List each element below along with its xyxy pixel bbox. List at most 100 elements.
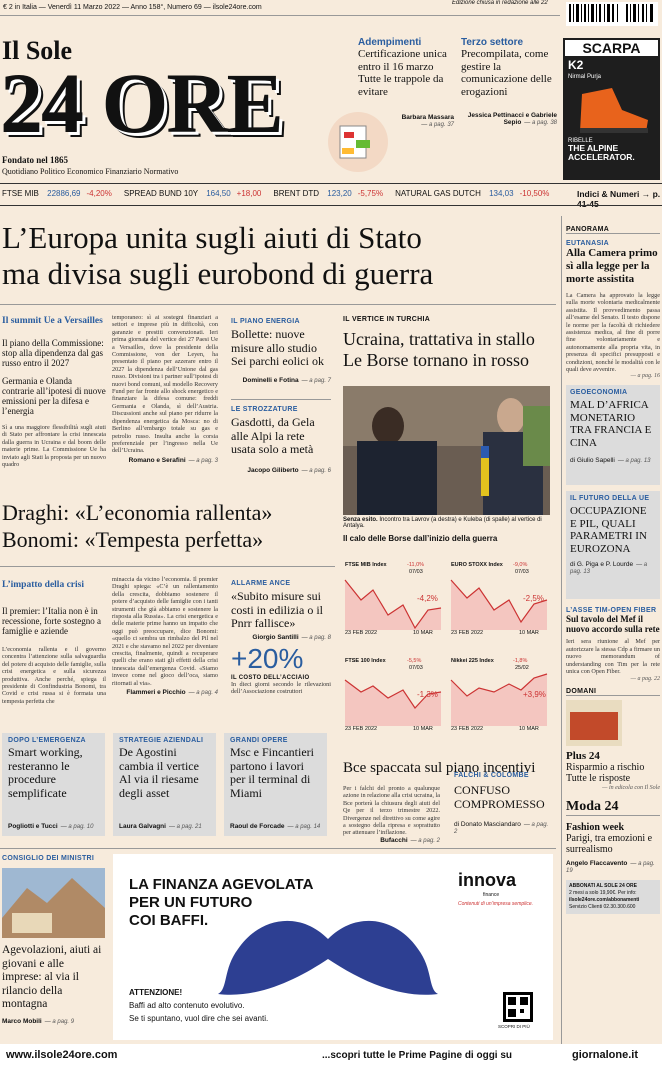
byline: Marco Mobili — a pag. 9 — [2, 1018, 106, 1025]
summary: Il premier: l’Italia non è in recessione… — [2, 606, 101, 636]
name: Moda 24 — [566, 799, 660, 816]
barcode — [566, 2, 658, 26]
page-ref: — a pag. 9 — [44, 1018, 75, 1025]
ad-line: PER UN FUTURO — [129, 894, 253, 911]
market-change: -10,50% — [519, 189, 550, 198]
sidebar: PANORAMA EUTANASIA Alla Camera primo sì … — [566, 226, 660, 914]
founded: Fondato nel 1865 — [2, 155, 69, 165]
panel-last: -4,2% — [417, 594, 438, 603]
byline-name: Romano e Serafini — [128, 456, 186, 464]
panel-end: 10 MAR — [519, 726, 539, 732]
page-ref: — a pag. 10 — [60, 824, 94, 830]
sparkline — [450, 579, 548, 630]
byline-name: Laura Galvagni — [119, 823, 166, 830]
title: Bollette: nuove misure allo studio Sei p… — [231, 327, 324, 368]
sparkline-area — [451, 674, 547, 726]
qr-code — [503, 992, 533, 1022]
grey-box: IL FUTURO DELLA UE OCCUPAZIONE E PIL, QU… — [566, 491, 660, 600]
ad-text: Se ti spuntano, vuol dire che sei avanti… — [129, 1014, 269, 1023]
subscribe-title: ABBONATI AL SOLE 24 ORE — [569, 882, 637, 889]
plus24-cover — [566, 699, 622, 746]
subscribe-line: Servizio Clienti 02.30.300.600 — [569, 903, 636, 910]
divider — [561, 216, 562, 1046]
crisis: L’impatto della crisi Il premier: l’Ital… — [2, 580, 106, 705]
sparkline-area — [345, 680, 441, 726]
page-ref: — in edicola con Il Sole — [602, 784, 660, 791]
panel-low-date: 07/03 — [409, 665, 423, 671]
market-value: 134,03 — [489, 189, 514, 198]
lead: IL VERTICE IN TURCHIA Ucraina, trattativ… — [343, 316, 551, 371]
energy: IL PIANO ENERGIA Bollette: nuove misure … — [231, 318, 331, 384]
kicker: Il summit Ue a Versailles — [2, 316, 103, 326]
ad-attention: ATTENZIONE! — [129, 988, 183, 997]
market-item: NATURAL GAS DUTCH 134,03 -10,50% — [395, 189, 549, 198]
page-ref: — a pag. 16 — [630, 373, 660, 380]
teaser-text: Certificazione unica entro il 16 marzo T… — [358, 48, 447, 98]
ad-model: K2 — [568, 58, 584, 72]
title: MAL D’AFRICA MONETARIO TRA FRANCIA E CIN… — [570, 399, 652, 449]
panel-low: -11,0% — [407, 562, 425, 568]
market-bar: FTSE MIB 22886,69 -4,20% SPREAD BUND 10Y 1… — [2, 189, 549, 198]
ad-text: Baffi ad alto contenuto evolutivo. — [129, 1001, 245, 1010]
main-headline: L’Europa unita sugli aiuti di Stato ma di… — [2, 220, 557, 292]
ad-brand: SCARPA — [565, 40, 658, 56]
panel-name: FTSE MIB Index — [345, 562, 387, 568]
subscribe-line: 2 mesi a solo 19,90€. Per info: — [569, 889, 637, 896]
byline: di Donato Masciandaro — a pag. 2 — [454, 821, 552, 835]
lead-photo — [343, 386, 550, 515]
title: Ucraina, trattativa in stallo Le Borse t… — [343, 329, 535, 370]
masthead-main: 24 ORE — [0, 55, 284, 151]
page-ref: — a pag. 2 — [410, 837, 440, 844]
byline: di Giulio Sapelli — a pag. 13 — [570, 457, 656, 464]
byline: Giorgio Santilli — a pag. 8 — [231, 634, 331, 641]
title: OCCUPAZIONE E PIL, QUALI PARAMETRI IN EU… — [570, 505, 647, 555]
bce: Per i falchi del pronto a qualunque azio… — [343, 785, 440, 844]
ad-athlete: Nirmal Purja — [568, 74, 602, 80]
teaser: Terzo settore Precompilata, come gestire… — [461, 37, 557, 126]
kicker: DOPO L’EMERGENZA — [8, 737, 86, 744]
top-ad: SCARPA K2 Nirmal Purja RIBELLE THE ALPIN… — [563, 38, 660, 180]
title: Alla Camera primo sì alla legge per la m… — [566, 247, 658, 285]
footer-brand: giornalone.it — [572, 1049, 638, 1061]
kicker: CONSIGLIO DEI MINISTRI — [2, 855, 95, 862]
panel-last: -1,3% — [417, 690, 438, 699]
byline-name: Marco Mobili — [2, 1017, 42, 1025]
byline: Jacopo Giliberto — a pag. 6 — [231, 467, 331, 474]
panel-name: Nikkei 225 Index — [451, 658, 494, 664]
bottom-ad: LA FINANZA AGEVOLATA PER UN FUTURO COI BAF… — [113, 854, 553, 1040]
title: Smart working, resteranno le procedure s… — [8, 745, 83, 800]
kicker: L’impatto della crisi — [2, 580, 84, 590]
market-change: -4,20% — [86, 189, 112, 198]
panel-last: -2,5% — [523, 594, 544, 603]
panel-name: FTSE 100 Index — [345, 658, 386, 664]
bottlenecks: LE STROZZATURE Gasdotti, da Gela alle Al… — [231, 406, 331, 474]
qr-label: SCOPRI DI PIÙ — [498, 1024, 530, 1029]
title: Risparmio a rischio Tutte le risposte — [566, 761, 645, 785]
byline-name: Flammeri e Picchio — [126, 689, 186, 697]
teaser: Adempimenti Certificazione unica entro i… — [358, 37, 452, 98]
sparkline-line — [450, 579, 548, 624]
title: CONFUSO COMPROMESSO — [454, 783, 545, 811]
summit: Il summit Ue a Versailles Il piano della… — [2, 316, 106, 468]
page-ref: — a pag. 22 — [630, 675, 660, 682]
sparkline-area — [345, 580, 441, 630]
byline-name: di Donato Masciandaro — [454, 821, 521, 828]
kicker: IL VERTICE IN TURCHIA — [343, 316, 431, 323]
title: Agevolazioni, aiuti ai giovani e alle im… — [2, 944, 102, 1010]
body: Per i falchi del pronto a qualunque azio… — [343, 785, 440, 837]
market-value: 164,50 — [206, 189, 231, 198]
market-label: NATURAL GAS DUTCH — [395, 189, 481, 198]
subscribe: ABBONATI AL SOLE 24 ORE 2 mesi a solo 19… — [566, 879, 660, 914]
sparkline — [344, 579, 442, 630]
panel-low: -9,0% — [513, 562, 528, 568]
panel-low: -1,8% — [513, 658, 528, 664]
panel-end: 10 MAR — [413, 726, 433, 732]
panel-end: 10 MAR — [413, 630, 433, 636]
ance: ALLARME ANCE «Subito misure sui costi in… — [231, 580, 331, 695]
ad-line: COI BAFFI. — [129, 912, 209, 929]
chart-panel: Nikkei 225 Index -1,8% 25/02 +3,9% 23 FEB 20… — [449, 644, 549, 734]
page-ref: — a pag. 7 — [301, 377, 331, 384]
stat-text: In dieci giorni secondo le rilevazioni d… — [231, 680, 331, 695]
byline-name: Dominelli e Fotina — [242, 376, 299, 384]
